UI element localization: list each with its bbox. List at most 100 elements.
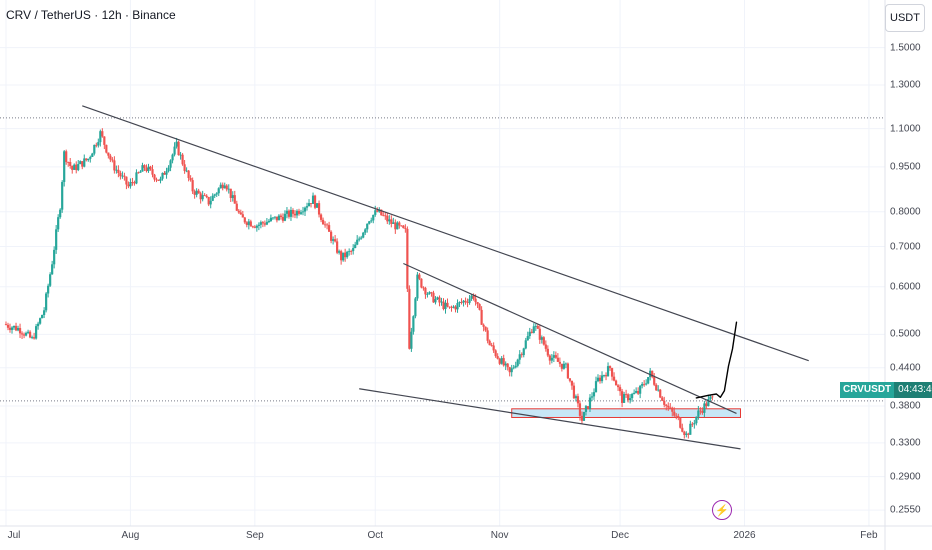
candle (701, 410, 704, 413)
candle (516, 359, 519, 366)
candle (271, 217, 275, 219)
candle (227, 188, 230, 190)
candle (155, 179, 158, 181)
candle (153, 174, 156, 180)
trendline[interactable] (359, 388, 741, 450)
candle (705, 403, 708, 407)
candle (255, 225, 258, 228)
candle (141, 165, 144, 172)
symbol-label: CRVUSDT (840, 382, 895, 398)
candle (39, 318, 42, 324)
candle (338, 251, 341, 253)
lightning-bolt-icon[interactable]: ⚡ (712, 500, 732, 520)
x-tick-label: Sep (245, 530, 264, 541)
candle (582, 411, 586, 421)
candle (173, 146, 176, 155)
candle (20, 333, 24, 335)
candle (631, 393, 634, 399)
candle (673, 411, 676, 416)
candle (75, 164, 78, 171)
x-tick-label: Oct (367, 530, 384, 541)
candle (71, 165, 74, 170)
candle (10, 327, 14, 330)
candle (707, 399, 710, 407)
candle (233, 195, 236, 204)
candle (558, 361, 561, 364)
candle (8, 327, 12, 330)
candle (454, 306, 457, 310)
candle (625, 394, 628, 395)
candle (669, 407, 672, 409)
candle (121, 175, 124, 177)
currency-unit-button[interactable]: USDT (885, 4, 925, 32)
candle (169, 160, 172, 168)
candle (671, 407, 674, 412)
candle (360, 237, 363, 239)
candle (257, 224, 260, 226)
candle (95, 144, 98, 146)
x-tick-label: Nov (490, 530, 509, 541)
candle (289, 209, 293, 217)
candle (342, 252, 345, 261)
candle (368, 221, 371, 224)
candle (311, 195, 315, 204)
candle (598, 377, 602, 382)
candle (352, 248, 355, 252)
trendline[interactable] (403, 262, 737, 414)
candle (327, 225, 331, 232)
candle (412, 316, 415, 332)
candle (496, 356, 499, 359)
candle (532, 326, 535, 333)
candle (376, 210, 379, 212)
candle (89, 156, 92, 159)
candle (267, 221, 270, 223)
candle (420, 278, 423, 288)
candle (580, 415, 584, 421)
candle (107, 152, 110, 156)
y-tick-label: 0.6000 (890, 281, 921, 293)
candle (711, 396, 714, 398)
candle (287, 210, 291, 217)
candle (213, 194, 216, 196)
candle (22, 334, 26, 336)
candle (97, 142, 100, 146)
candle (408, 288, 411, 349)
candle (428, 292, 431, 295)
candle (534, 326, 537, 327)
candle (321, 219, 325, 225)
y-tick-label: 0.8000 (890, 206, 921, 218)
candle (243, 217, 246, 223)
candle (594, 381, 598, 393)
candle (163, 172, 166, 175)
candle (446, 302, 449, 307)
y-tick-label: 0.3300 (890, 437, 921, 449)
candle (436, 297, 439, 300)
candle (396, 222, 399, 230)
candle (374, 210, 377, 215)
candle (283, 213, 287, 221)
y-tick-label: 0.5000 (890, 328, 921, 340)
candle (588, 397, 592, 409)
trendline[interactable] (82, 105, 809, 362)
candle (101, 131, 104, 137)
candle (137, 172, 140, 174)
candle (247, 221, 250, 225)
candle (49, 274, 52, 286)
y-tick-label: 0.4400 (890, 362, 921, 374)
candle (269, 217, 272, 222)
projection-drawing[interactable] (695, 321, 738, 399)
candle (633, 392, 636, 394)
candle (562, 363, 565, 369)
candle (422, 287, 425, 289)
candle (444, 302, 447, 310)
candle (181, 154, 184, 165)
candle (297, 210, 301, 214)
candle (231, 195, 234, 199)
candle (336, 241, 339, 253)
candle (612, 376, 616, 381)
support-zone[interactable] (511, 408, 741, 418)
candle (4, 324, 8, 325)
candle (629, 398, 632, 401)
candle (494, 350, 497, 357)
